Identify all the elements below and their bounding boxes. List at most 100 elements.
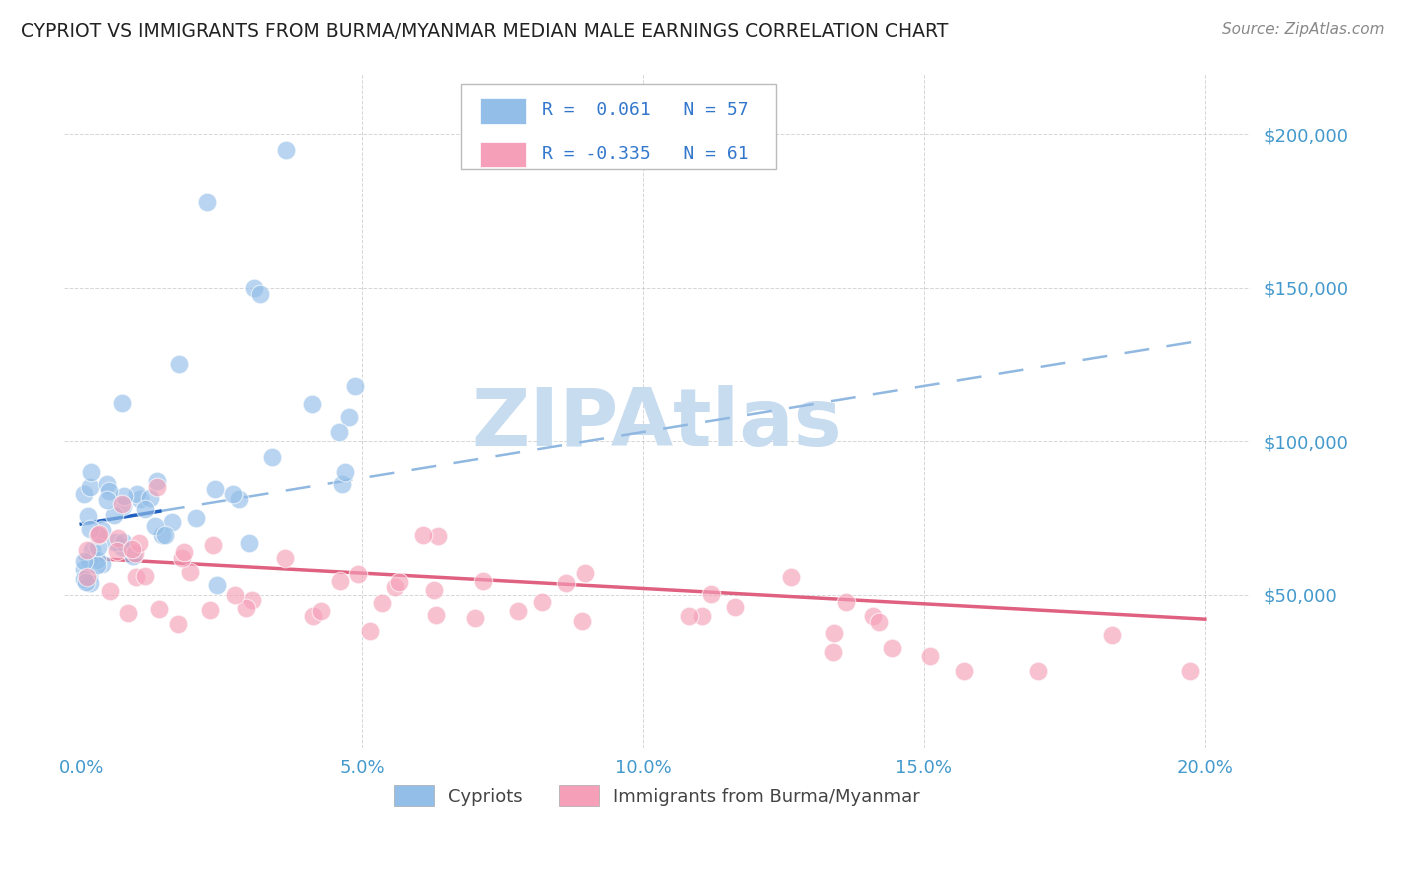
Legend: Cypriots, Immigrants from Burma/Myanmar: Cypriots, Immigrants from Burma/Myanmar xyxy=(387,778,927,814)
Point xyxy=(690,609,713,624)
Point xyxy=(202,538,225,552)
Point xyxy=(276,143,298,157)
Point xyxy=(124,546,146,560)
Point xyxy=(238,536,260,550)
Point xyxy=(90,523,112,537)
Point xyxy=(554,575,576,590)
Point xyxy=(98,583,121,598)
Point xyxy=(506,604,529,618)
Text: ZIPAtlas: ZIPAtlas xyxy=(472,385,842,463)
Point xyxy=(359,624,381,639)
Point xyxy=(103,508,125,522)
Point xyxy=(170,551,193,566)
Point xyxy=(146,480,169,494)
Point xyxy=(412,528,434,542)
Point xyxy=(179,565,201,579)
Point xyxy=(76,570,98,584)
Point xyxy=(309,604,332,618)
Point xyxy=(105,544,128,558)
Point xyxy=(425,608,447,623)
Point xyxy=(301,608,323,623)
Point xyxy=(328,425,350,439)
Point xyxy=(77,552,100,566)
Point xyxy=(862,608,884,623)
Point xyxy=(112,489,135,503)
Point xyxy=(821,644,844,658)
Point xyxy=(79,480,101,494)
Point xyxy=(150,527,173,541)
FancyBboxPatch shape xyxy=(461,85,776,169)
Point xyxy=(333,465,356,479)
Point xyxy=(75,575,97,590)
Point xyxy=(86,526,108,541)
Point xyxy=(73,554,96,568)
Point xyxy=(243,281,266,295)
Point xyxy=(160,515,183,529)
Point xyxy=(125,487,148,501)
Point xyxy=(80,465,103,479)
Point xyxy=(388,574,411,589)
Point xyxy=(574,566,596,580)
Text: Source: ZipAtlas.com: Source: ZipAtlas.com xyxy=(1222,22,1385,37)
Point xyxy=(166,616,188,631)
Point xyxy=(204,482,226,496)
Point xyxy=(125,570,148,584)
Point xyxy=(134,501,156,516)
Point xyxy=(347,566,370,581)
Point xyxy=(73,572,96,586)
Text: R = -0.335   N = 61: R = -0.335 N = 61 xyxy=(543,145,749,163)
Point xyxy=(73,562,96,576)
Point xyxy=(260,450,283,464)
Point xyxy=(200,603,222,617)
Point xyxy=(79,575,101,590)
Point xyxy=(249,286,271,301)
Point xyxy=(724,600,747,615)
Point xyxy=(337,409,360,424)
Point xyxy=(1180,665,1202,679)
Point xyxy=(952,665,974,679)
Point xyxy=(678,608,700,623)
Point xyxy=(89,527,111,541)
Point xyxy=(73,487,96,501)
Point xyxy=(96,476,118,491)
Point xyxy=(111,497,134,511)
Point xyxy=(780,570,803,584)
Text: CYPRIOT VS IMMIGRANTS FROM BURMA/MYANMAR MEDIAN MALE EARNINGS CORRELATION CHART: CYPRIOT VS IMMIGRANTS FROM BURMA/MYANMAR… xyxy=(21,22,949,41)
Point xyxy=(882,641,904,656)
Point xyxy=(97,484,120,499)
Point xyxy=(427,529,450,543)
Point xyxy=(329,574,352,588)
Point xyxy=(228,492,250,507)
Point xyxy=(80,543,103,558)
Point xyxy=(76,543,98,558)
Point xyxy=(153,528,176,542)
Point xyxy=(91,558,114,572)
Point xyxy=(823,626,845,640)
Point xyxy=(104,535,127,549)
Point xyxy=(139,491,162,505)
Point xyxy=(868,615,890,630)
Point xyxy=(384,580,406,594)
Point xyxy=(148,602,170,616)
Point xyxy=(700,587,723,601)
Point xyxy=(79,522,101,536)
Point xyxy=(111,540,134,554)
Point xyxy=(134,569,156,583)
Point xyxy=(224,588,246,602)
Point xyxy=(423,582,446,597)
Point xyxy=(464,611,486,625)
Point xyxy=(129,491,152,506)
Point xyxy=(167,358,190,372)
Point xyxy=(86,558,108,573)
Bar xyxy=(481,98,526,124)
Point xyxy=(235,601,257,615)
Point xyxy=(122,549,145,564)
Point xyxy=(86,528,108,542)
Point xyxy=(77,509,100,524)
Point xyxy=(835,595,858,609)
Point xyxy=(205,578,228,592)
Point xyxy=(222,487,245,501)
Point xyxy=(274,550,297,565)
Point xyxy=(173,545,195,559)
Point xyxy=(531,595,554,609)
